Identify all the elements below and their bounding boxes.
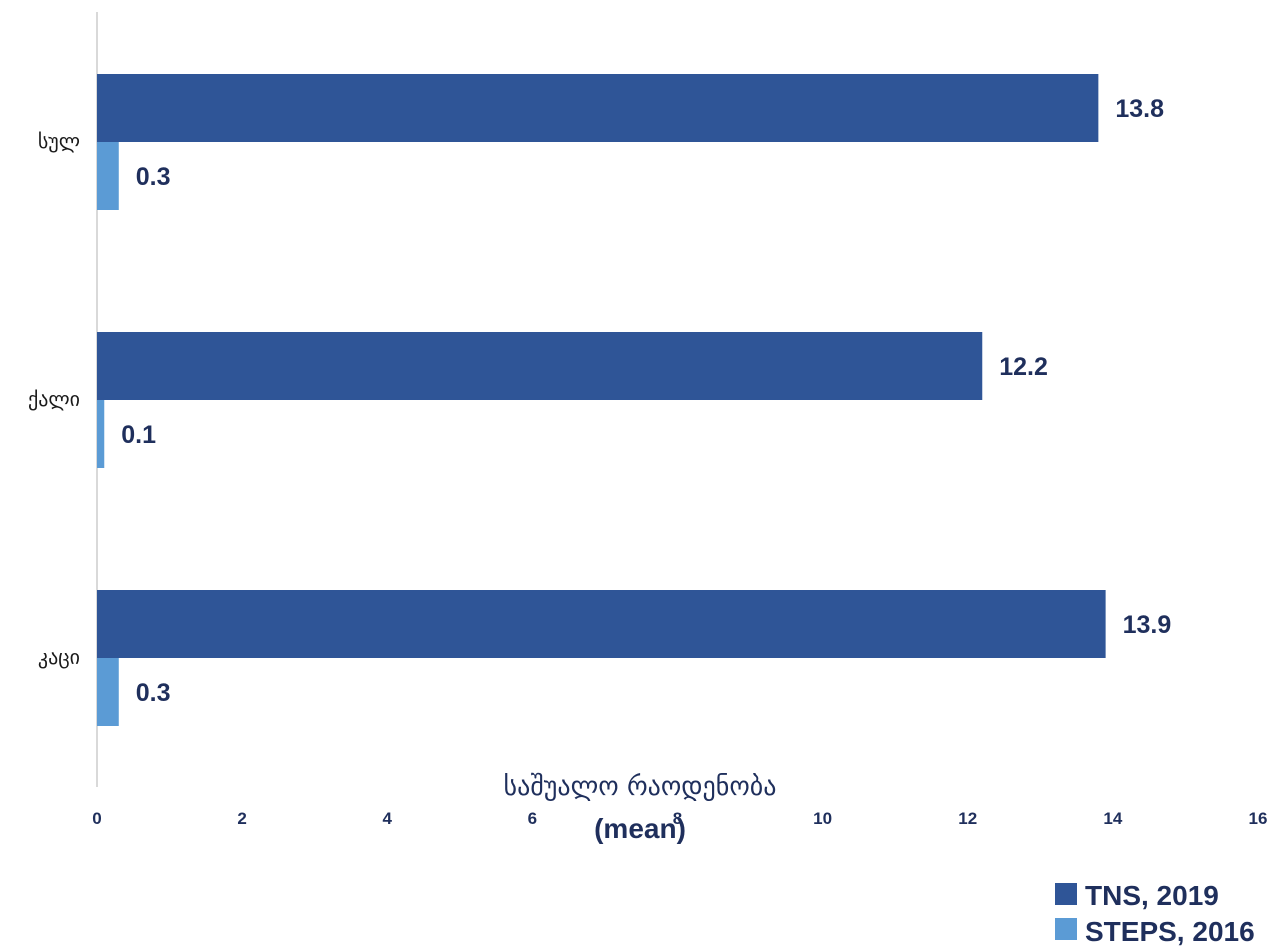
category-labels: სულ ქალი კაცი <box>28 129 80 669</box>
data-label-steps-2016-2: 0.3 <box>136 679 171 707</box>
data-label-steps-2016-1: 0.1 <box>121 421 156 449</box>
bar-tns-2019-2 <box>97 590 1106 658</box>
data-label-tns-2019-0: 13.8 <box>1115 95 1164 123</box>
bar-tns-2019-1 <box>97 332 983 400</box>
category-label-1: ქალი <box>28 387 80 411</box>
bar-steps-2016-2 <box>97 658 119 726</box>
bar-steps-2016-1 <box>97 400 105 468</box>
legend-swatch-tns-2019 <box>1055 883 1077 905</box>
data-label-tns-2019-1: 12.2 <box>999 353 1048 381</box>
legend-swatch-steps-2016 <box>1055 918 1077 940</box>
x-tick-label-14: 14 <box>1103 809 1122 828</box>
x-axis-subtitle: (mean) <box>594 813 686 844</box>
x-tick-label-16: 16 <box>1249 809 1268 828</box>
x-tick-label-4: 4 <box>383 809 393 828</box>
category-label-2: კაცი <box>38 645 80 669</box>
bars-layer: 13.8 0.3 12.2 0.1 13.9 0.3 <box>97 74 1171 726</box>
data-label-steps-2016-0: 0.3 <box>136 163 171 191</box>
x-tick-label-0: 0 <box>92 809 101 828</box>
legend-label-steps-2016: STEPS, 2016 <box>1085 916 1255 947</box>
bar-tns-2019-0 <box>97 74 1099 142</box>
x-tick-labels: 0 2 4 6 8 10 12 14 16 <box>92 809 1267 828</box>
x-axis-title: საშუალო რაოდენობა <box>504 772 777 802</box>
x-tick-label-8: 8 <box>673 809 682 828</box>
data-label-tns-2019-2: 13.9 <box>1123 611 1172 639</box>
x-tick-label-6: 6 <box>528 809 537 828</box>
legend-label-tns-2019: TNS, 2019 <box>1085 880 1219 911</box>
bar-steps-2016-0 <box>97 142 119 210</box>
legend: TNS, 2019 STEPS, 2016 <box>1055 880 1255 947</box>
x-tick-label-2: 2 <box>237 809 246 828</box>
x-tick-label-10: 10 <box>813 809 832 828</box>
category-label-0: სულ <box>38 129 80 153</box>
x-tick-label-12: 12 <box>958 809 977 828</box>
